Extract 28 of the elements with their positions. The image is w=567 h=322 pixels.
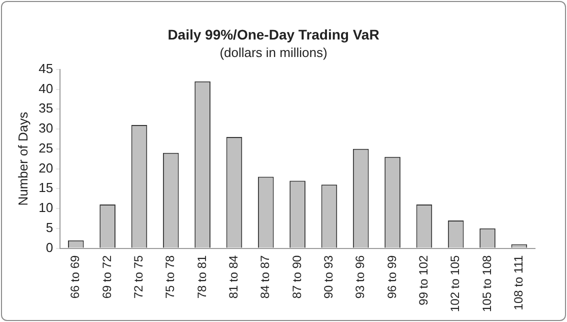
x-tick-label: 102 to 105	[448, 254, 462, 312]
y-axis-title: Number of Days	[15, 111, 30, 206]
x-tick-label: 78 to 81	[194, 254, 209, 299]
x-tick-label: 72 to 75	[132, 254, 146, 299]
y-tick-label: 45	[38, 60, 54, 76]
y-tick-label: 10	[38, 200, 54, 216]
x-tick-label: 66 to 69	[68, 254, 82, 299]
y-tick-label: 15	[38, 180, 54, 196]
y-tick-label: 35	[38, 100, 54, 116]
x-tick-label: 93 to 96	[353, 254, 368, 299]
y-tick-label: 40	[38, 80, 54, 96]
y-tick-label: 0	[46, 240, 54, 255]
x-tick-label: 90 to 93	[322, 254, 336, 299]
x-tick-label: 84 to 87	[258, 254, 272, 299]
y-tick-label: 20	[38, 160, 54, 176]
x-tick-label: 87 to 90	[290, 254, 304, 299]
x-tick-label: 96 to 99	[384, 254, 399, 299]
x-tick-label: 81 to 84	[226, 254, 241, 299]
y-tick-label: 25	[38, 140, 54, 156]
x-tick-label: 105 to 108	[480, 254, 494, 312]
x-tick-label: 75 to 78	[163, 254, 178, 299]
x-tick-label: 69 to 72	[100, 254, 114, 299]
chart-title: Daily 99%/One-Day Trading VaR	[168, 26, 380, 42]
chart-subtitle: (dollars in millions)	[220, 45, 328, 60]
y-tick-label: 30	[38, 120, 54, 136]
y-tick-label: 5	[46, 220, 54, 235]
x-tick-label: 108 to 111	[511, 254, 526, 310]
x-tick-label: 99 to 102	[416, 254, 430, 306]
